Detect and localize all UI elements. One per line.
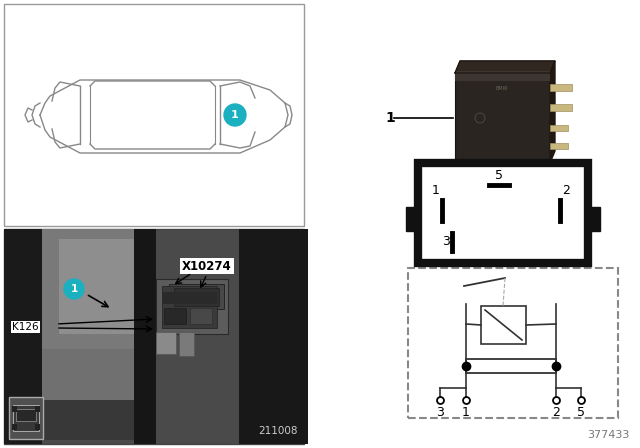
Text: K126: K126: [12, 322, 38, 332]
Text: BMW: BMW: [496, 86, 508, 90]
Bar: [550, 125, 568, 131]
Bar: [4, 229, 304, 444]
Bar: [42, 400, 134, 440]
Text: 1: 1: [231, 110, 239, 120]
Bar: [134, 229, 156, 444]
Circle shape: [224, 104, 246, 126]
Bar: [179, 332, 194, 356]
Bar: [162, 292, 217, 304]
Bar: [481, 306, 526, 344]
Bar: [35, 406, 40, 412]
Bar: [550, 104, 572, 111]
Circle shape: [64, 279, 84, 299]
Bar: [35, 424, 40, 430]
Bar: [466, 359, 556, 373]
Text: 211008: 211008: [259, 426, 298, 436]
Text: 1: 1: [432, 184, 440, 197]
Text: 3: 3: [436, 406, 444, 419]
Bar: [162, 286, 217, 328]
Text: 1: 1: [462, 406, 470, 419]
Text: 5: 5: [495, 168, 503, 181]
Bar: [156, 279, 228, 334]
Bar: [455, 73, 550, 163]
Bar: [12, 424, 17, 430]
Bar: [4, 4, 304, 226]
Text: 3: 3: [442, 234, 450, 247]
Bar: [550, 143, 568, 149]
Text: X10274: X10274: [182, 259, 232, 272]
Bar: [59, 239, 134, 334]
Polygon shape: [550, 61, 555, 163]
Bar: [4, 229, 42, 444]
Bar: [418, 163, 588, 263]
Bar: [406, 207, 420, 231]
Text: 2: 2: [552, 406, 560, 419]
Bar: [13, 405, 39, 431]
Bar: [586, 207, 600, 231]
Text: 377433: 377433: [588, 430, 630, 440]
Bar: [42, 349, 134, 404]
Bar: [9, 397, 43, 439]
Bar: [190, 308, 212, 324]
Bar: [12, 406, 17, 412]
Bar: [156, 332, 176, 354]
Bar: [42, 229, 134, 354]
Text: 5: 5: [577, 406, 585, 419]
Text: 1: 1: [385, 111, 395, 125]
Bar: [239, 229, 308, 444]
Bar: [16, 409, 36, 421]
Bar: [169, 284, 224, 309]
Text: 1: 1: [70, 284, 77, 294]
Bar: [550, 84, 572, 91]
Text: 2: 2: [562, 184, 570, 197]
Polygon shape: [455, 61, 555, 73]
Bar: [164, 308, 186, 324]
Bar: [408, 268, 618, 418]
Bar: [455, 71, 550, 81]
Bar: [174, 288, 219, 306]
